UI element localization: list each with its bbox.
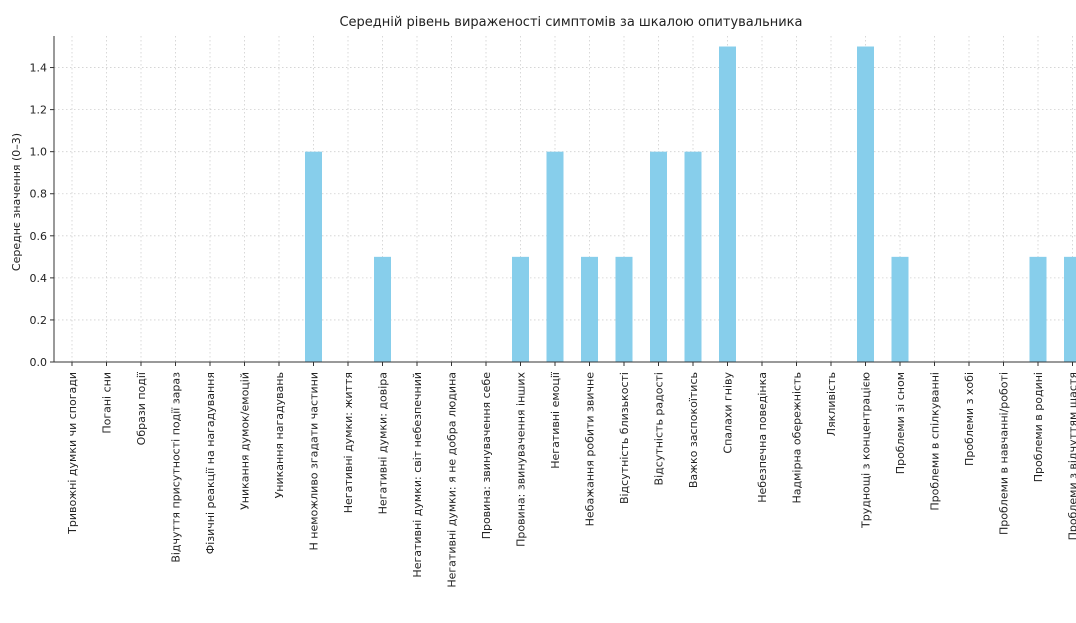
y-tick-label: 1.0 bbox=[30, 146, 48, 159]
x-tick-label: Важко заспокоїтись bbox=[687, 372, 700, 488]
x-tick-label: Н неможливо згадати частини bbox=[308, 372, 321, 551]
x-tick-label: Проблеми в спілкуванні bbox=[929, 372, 942, 511]
x-tick-label: Негативні думки: довіра bbox=[377, 372, 390, 514]
y-tick-label: 0.2 bbox=[30, 314, 48, 327]
bar bbox=[684, 151, 702, 362]
y-tick-label: 0.6 bbox=[30, 230, 48, 243]
x-tick-label: Негативні думки: світ небезпечний bbox=[411, 372, 424, 578]
x-tick-label: Небажання робити звичне bbox=[584, 372, 597, 527]
bar bbox=[512, 256, 529, 362]
x-tick-label: Уникання думок/емоцій bbox=[239, 372, 252, 510]
x-tick-label: Відсутність близькості bbox=[618, 372, 631, 504]
x-tick-label: Провина: звинувачення себе bbox=[480, 372, 493, 540]
x-tick-label: Проблеми з хобі bbox=[963, 372, 976, 466]
bar bbox=[1029, 256, 1047, 362]
bar bbox=[1064, 256, 1076, 362]
bar bbox=[857, 46, 874, 363]
y-tick-label: 0.4 bbox=[30, 272, 48, 285]
bars bbox=[305, 46, 1076, 363]
x-tick-label: Уникання нагадувань bbox=[273, 372, 286, 498]
y-axis-label: Середнє значення (0–3) bbox=[10, 133, 23, 271]
bar bbox=[374, 256, 391, 362]
x-tick-label: Відчуття присутності події зараз bbox=[170, 372, 183, 563]
x-tick-label: Негативні думки: я не добра людина bbox=[446, 372, 459, 588]
x-tick-label: Тривожні думки чи спогади bbox=[66, 372, 79, 535]
y-tick-label: 1.2 bbox=[30, 104, 48, 117]
x-tick-label: Погані сни bbox=[101, 372, 114, 434]
x-tick-label: Проблеми в родині bbox=[1032, 372, 1045, 482]
y-tick-label: 0.0 bbox=[30, 356, 48, 369]
x-tick-label: Негативні емоції bbox=[549, 371, 562, 469]
x-ticks: Тривожні думки чи спогади Погані сни Образ… bbox=[66, 362, 1076, 588]
chart-title: Середній рівень вираженості симптомів за… bbox=[339, 15, 802, 30]
bar bbox=[581, 256, 598, 362]
x-tick-label: Небезпечна поведінка bbox=[756, 372, 769, 503]
x-tick-label: Відсутність радості bbox=[653, 372, 666, 485]
y-tick-label: 0.8 bbox=[30, 188, 48, 201]
bar bbox=[546, 151, 564, 362]
x-tick-label: Лякливість bbox=[825, 372, 838, 436]
x-tick-label: Проблеми з відчуттям щастя bbox=[1067, 372, 1076, 540]
x-tick-label: Фізичні реакції на нагадування bbox=[204, 372, 217, 554]
bar bbox=[305, 151, 322, 362]
x-tick-label: Труднощі з концентрацією bbox=[860, 372, 873, 529]
x-tick-label: Спалахи гніву bbox=[722, 372, 735, 454]
y-ticks: 0.0 0.2 0.4 0.6 0.8 1.0 1.2 1.4 bbox=[30, 62, 54, 369]
y-tick-label: 1.4 bbox=[30, 62, 48, 75]
x-tick-label: Провина: звинувачення інших bbox=[515, 372, 528, 547]
x-tick-label: Проблеми зі сном bbox=[894, 372, 907, 474]
x-tick-label: Проблеми в навчанні/роботі bbox=[998, 372, 1011, 535]
grid-lines bbox=[54, 36, 1076, 363]
x-tick-label: Негативні думки: життя bbox=[342, 372, 355, 513]
bar bbox=[891, 256, 909, 362]
bar bbox=[615, 256, 633, 362]
x-tick-label: Надмірна обережність bbox=[791, 372, 804, 504]
bar bbox=[719, 46, 736, 363]
x-tick-label: Образи події bbox=[135, 371, 148, 445]
bar bbox=[650, 151, 667, 362]
